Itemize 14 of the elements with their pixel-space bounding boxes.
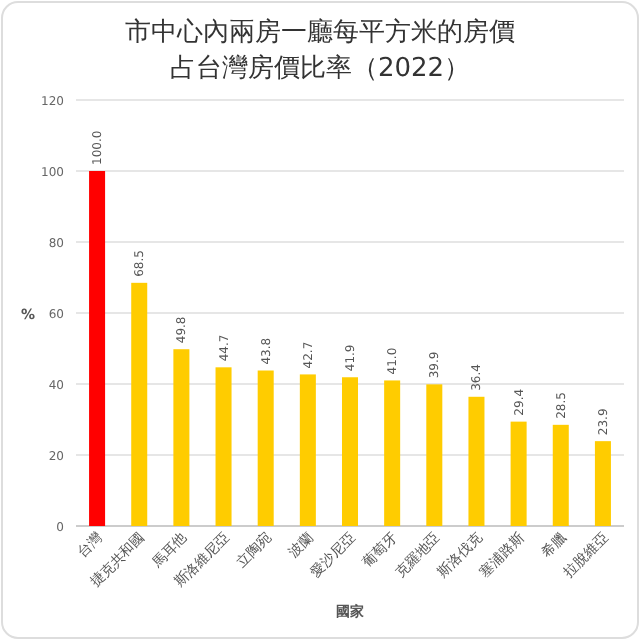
bar (89, 171, 106, 526)
bar (341, 377, 359, 526)
chart-title: 市中心內兩房一廳每平方米的房價占台灣房價比率（2022） (125, 16, 515, 84)
bar (594, 441, 611, 526)
bar (510, 421, 527, 526)
bar (257, 370, 274, 526)
bar (552, 424, 569, 526)
bar (468, 396, 485, 526)
bar (299, 374, 316, 526)
bar (384, 380, 401, 526)
bar (131, 282, 148, 526)
bar (426, 384, 443, 526)
bar (215, 367, 232, 526)
bar (173, 349, 190, 526)
